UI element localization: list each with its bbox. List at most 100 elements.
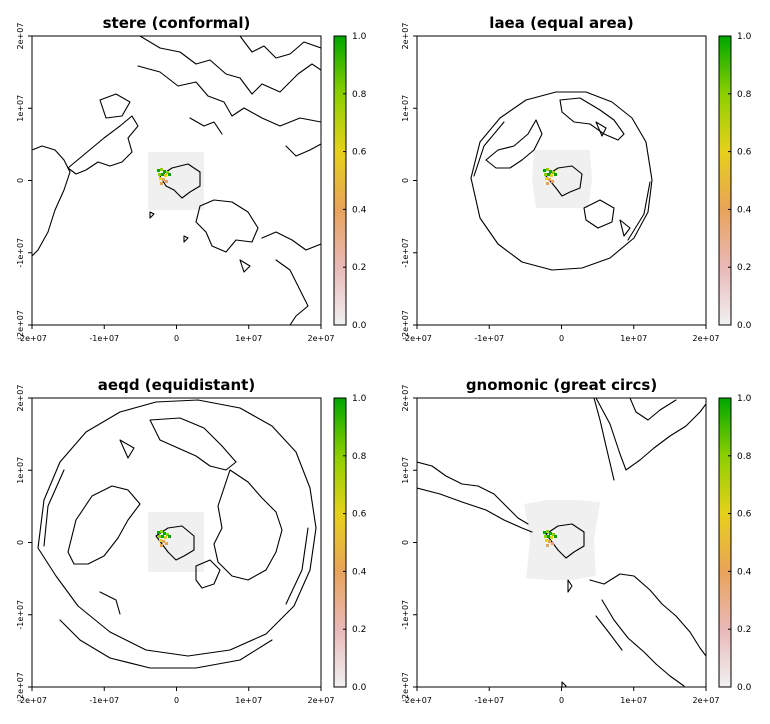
- y-tick-label: 0: [401, 540, 410, 545]
- coastline-7: [195, 559, 221, 589]
- raster-cell: [552, 533, 555, 536]
- coastline-2: [593, 398, 615, 481]
- legend-tick-label: 0.0: [352, 321, 367, 331]
- coastline-2: [627, 181, 651, 241]
- coastline-4: [559, 97, 625, 141]
- map-layer: [32, 36, 321, 325]
- coastline-7: [285, 143, 321, 157]
- raster-cell: [168, 173, 171, 176]
- raster-cell: [548, 540, 551, 543]
- coastline-11: [239, 259, 251, 273]
- legend-tick-label: 0.2: [352, 263, 366, 273]
- y-tick-label: 0: [16, 540, 25, 545]
- y-tick-label: -2e+07: [16, 310, 25, 340]
- coastline-6: [601, 599, 685, 687]
- raster-cell: [157, 169, 160, 172]
- coastline-14: [159, 163, 201, 199]
- legend-tick-label: 0.4: [737, 205, 752, 215]
- raster-cell: [554, 173, 557, 176]
- coastline-4: [629, 398, 677, 421]
- map-layer: [37, 399, 317, 669]
- raster-cell: [168, 535, 171, 538]
- coastline-8: [195, 199, 259, 253]
- y-tick-label: -2e+07: [16, 672, 25, 702]
- legend-tick-label: 1.0: [352, 32, 367, 42]
- map-svg-stere: stere (conformal) -2e+07 -1e+07 0 1e+07 2e+07…: [16, 14, 367, 343]
- legend-tick-label: 0.6: [737, 510, 752, 520]
- raster-cell: [549, 532, 552, 535]
- map-svg-gnomonic: gnomonic (great circs) -2e+07 -1e+07 0 1e+07…: [401, 376, 752, 705]
- raster-cell: [163, 532, 166, 535]
- y-tick-label: -1e+07: [16, 238, 25, 268]
- raster-cell: [544, 535, 547, 538]
- legend-tick-label: 0.2: [737, 263, 751, 273]
- coastline-3: [67, 485, 141, 565]
- y-tick-label: 0: [16, 178, 25, 183]
- raster-cell: [166, 171, 169, 174]
- legend-colorbar: [718, 397, 732, 688]
- raster-cell: [548, 178, 551, 181]
- y-tick-label: 1e+07: [401, 457, 410, 484]
- coastline-3: [595, 398, 706, 471]
- coastline-1: [43, 469, 65, 547]
- raster-cell: [160, 182, 163, 185]
- panel-title: stere (conformal): [103, 14, 251, 32]
- x-tick-label: -2e+07: [17, 334, 47, 343]
- x-tick-label: -1e+07: [474, 334, 504, 343]
- y-tick-label: -2e+07: [401, 310, 410, 340]
- legend-tick-label: 0.4: [352, 567, 367, 577]
- coastline-10: [275, 259, 309, 325]
- raster-cell: [163, 170, 166, 173]
- legend-tick-label: 0.2: [737, 625, 751, 635]
- coastline-7: [595, 121, 607, 137]
- y-tick-label: 1e+07: [401, 95, 410, 122]
- legend-colorbar: [333, 35, 347, 326]
- raster-cell: [551, 180, 554, 183]
- raster-cell: [547, 535, 550, 538]
- x-tick-label: -2e+07: [17, 696, 47, 705]
- x-tick-label: 0: [174, 334, 179, 343]
- x-tick-label: 1e+07: [235, 334, 262, 343]
- raster-cell: [160, 544, 163, 547]
- x-tick-label: -1e+07: [89, 334, 119, 343]
- raster-cell: [552, 171, 555, 174]
- raster-cell: [161, 173, 164, 176]
- x-tick-label: 1e+07: [620, 334, 647, 343]
- x-tick-label: 2e+07: [308, 696, 335, 705]
- raster-cell: [164, 536, 167, 539]
- y-tick-label: -1e+07: [401, 600, 410, 630]
- coastline-12: [149, 211, 155, 219]
- raster-cell: [554, 535, 557, 538]
- map-panel-gnomonic: gnomonic (great circs) -2e+07 -1e+07 0 1e+07…: [385, 362, 770, 724]
- coastline-13: [183, 235, 189, 243]
- coastline-9: [59, 619, 273, 669]
- raster-cell: [546, 530, 549, 533]
- raster-extent: [524, 500, 600, 580]
- legend-tick-label: 1.0: [737, 394, 752, 404]
- y-tick-label: 2e+07: [16, 23, 25, 50]
- coastline-3: [139, 36, 321, 95]
- coastline-8: [619, 219, 631, 237]
- raster-cell: [166, 533, 169, 536]
- map-layer: [417, 398, 706, 687]
- legend-tick-label: 0.0: [352, 683, 367, 693]
- legend-tick-label: 0.6: [352, 148, 367, 158]
- legend-colorbar: [333, 397, 347, 688]
- raster-cell: [546, 182, 549, 185]
- raster-cell: [161, 535, 164, 538]
- raster-cell: [164, 174, 167, 177]
- coastline-5: [583, 199, 615, 229]
- raster-extent: [532, 150, 592, 208]
- map-layer: [470, 91, 653, 271]
- coastline-6: [545, 165, 583, 197]
- coastline-1: [417, 461, 529, 525]
- raster-cell: [159, 177, 162, 180]
- raster-cell: [551, 542, 554, 545]
- coastline-2: [285, 527, 309, 605]
- map-panel-laea: laea (equal area) -2e+07 -1e+07 0 1e+07 2e+07…: [385, 0, 770, 362]
- y-tick-label: 0: [401, 178, 410, 183]
- legend-tick-label: 0.0: [737, 683, 752, 693]
- y-tick-label: 2e+07: [401, 23, 410, 50]
- raster-cell: [162, 540, 165, 543]
- coastline-6: [239, 36, 321, 59]
